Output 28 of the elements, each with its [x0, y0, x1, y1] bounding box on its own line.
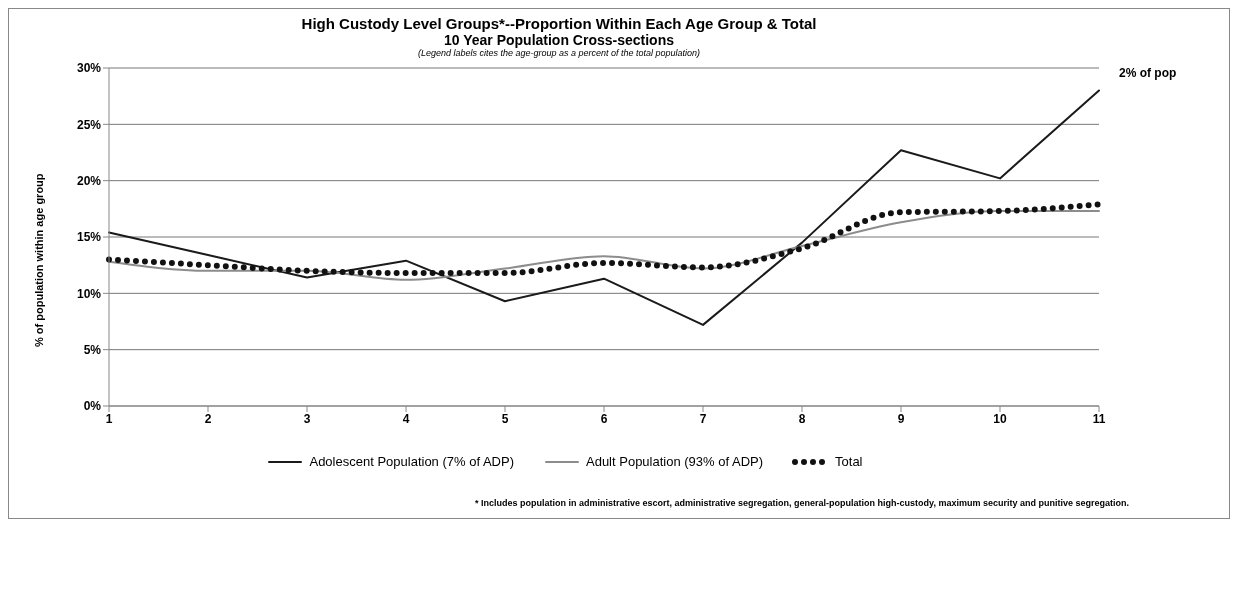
x-tick-label: 5	[501, 411, 509, 426]
y-tick-label: 20%	[76, 173, 102, 188]
x-tick-label: 9	[897, 411, 905, 426]
legend-label: Adult Population (93% of ADP)	[585, 454, 764, 469]
legend-label: Adolescent Population (7% of ADP)	[309, 454, 514, 469]
legend-label: Total	[835, 454, 863, 469]
line-series	[108, 89, 1100, 326]
x-tick-label: 1	[105, 411, 113, 426]
chart-title: High Custody Level Groups*--Proportion Within Each Age Group & Total	[300, 15, 818, 32]
y-axis-title: % of population within age group	[32, 173, 45, 347]
text: (Legend labels cites the age-group as a percent of the total population)	[416, 48, 702, 58]
y-tick-label: 10%	[76, 286, 102, 301]
chart-subtitle: 10 Year Population Cross-sections	[442, 32, 675, 48]
y-tick-label: 0%	[83, 399, 102, 414]
x-tick-label: 8	[798, 411, 806, 426]
y-tick-label: 5%	[83, 342, 102, 357]
x-tick-label: 11	[1092, 411, 1106, 426]
annotation: 2% of pop	[1119, 65, 1177, 80]
y-tick-label: 25%	[76, 117, 102, 132]
text: * Includes population in administrative escort, administrative segregation, general-population high-custody, maximum security and punitive segregation.	[474, 498, 1130, 510]
x-tick-label: 4	[402, 411, 410, 426]
x-tick-label: 2	[204, 411, 212, 426]
x-tick-label: 7	[699, 411, 707, 426]
y-tick-label: 15%	[76, 230, 102, 245]
x-tick-label: 6	[600, 411, 608, 426]
x-tick-label: 10	[993, 411, 1007, 426]
x-tick-label: 3	[303, 411, 311, 426]
y-tick-label: 30%	[76, 61, 102, 76]
